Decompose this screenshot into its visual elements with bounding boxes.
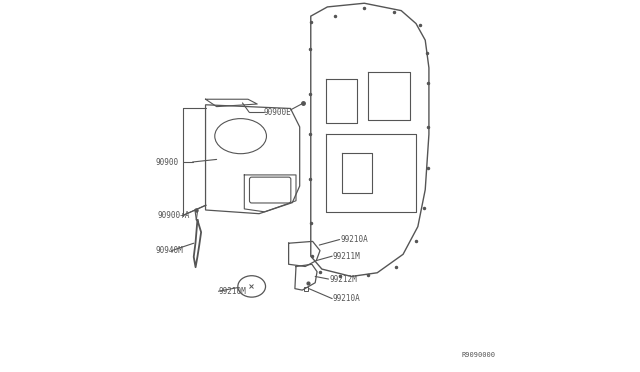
Text: R9090000: R9090000 — [461, 352, 495, 358]
Text: 99212M: 99212M — [329, 275, 357, 283]
Text: 90900: 90900 — [156, 157, 179, 167]
Text: 99210A: 99210A — [333, 294, 361, 303]
Text: 99210M: 99210M — [218, 287, 246, 296]
Text: 90900E: 90900E — [264, 108, 292, 117]
Text: 90940M: 90940M — [156, 246, 184, 255]
Text: 99211M: 99211M — [333, 251, 361, 261]
Text: 99210A: 99210A — [340, 235, 368, 244]
Text: 90900+A: 90900+A — [157, 211, 190, 220]
